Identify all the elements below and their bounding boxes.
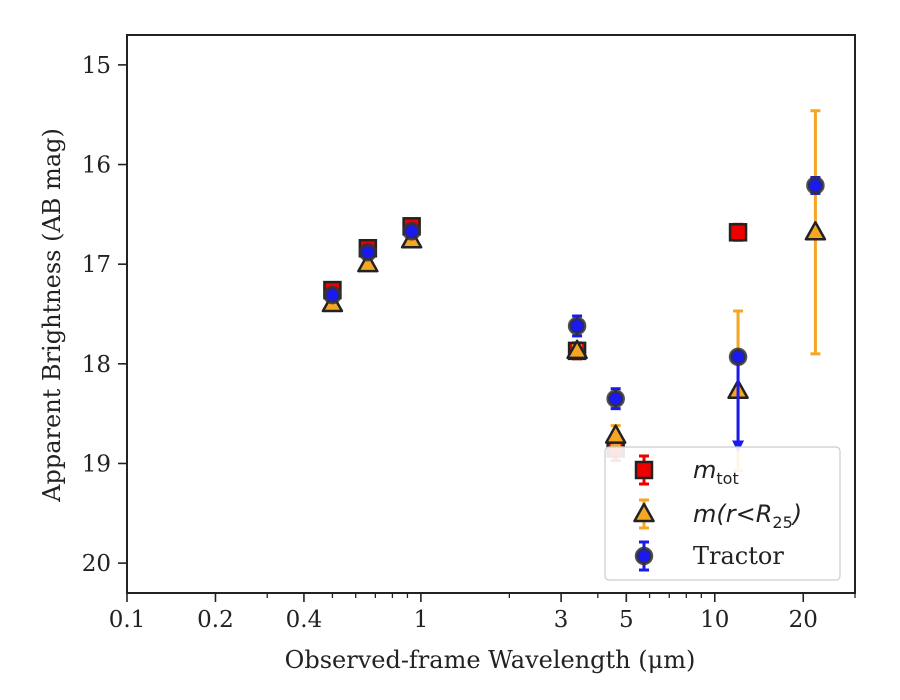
plot-frame: [126, 34, 856, 594]
y-tick-label: 19: [82, 451, 111, 477]
x-tick-label: 0.2: [197, 607, 234, 633]
data-point: [357, 252, 379, 273]
series-circle: [323, 175, 825, 453]
x-tick-label: 10: [700, 607, 729, 633]
data-point: [604, 424, 627, 444]
legend-box: [604, 446, 841, 581]
legend-label-main: m: [693, 456, 716, 484]
data-point: [358, 242, 378, 262]
legend-label: m(r<R25): [693, 500, 802, 532]
data-point: [806, 176, 825, 195]
legend-marker: [634, 460, 654, 480]
x-tick-label: 1: [414, 607, 429, 633]
axes-layer: 0.1 0.2 0.4 1 3 5 10 20 15 16 17 18 19 20: [82, 34, 856, 633]
y-tick-label: 17: [82, 252, 111, 278]
data-point: [728, 347, 748, 367]
x-tick-label: 5: [619, 607, 634, 633]
data-point: [323, 285, 342, 305]
legend-label: mtot: [693, 456, 739, 488]
legend-label-main: m(r<R: [693, 500, 772, 528]
data-point: [567, 316, 587, 336]
y-tick-label: 18: [82, 352, 111, 378]
data-point: [606, 389, 625, 408]
legend-label: Tractor: [693, 542, 784, 570]
x-tick-label: 0.1: [109, 607, 146, 633]
x-tick-label: 0.4: [286, 607, 323, 633]
y-tick-label: 15: [82, 53, 111, 79]
legend-marker: [633, 502, 655, 523]
x-tick-label: 20: [789, 607, 818, 633]
x-tick-label: 3: [554, 607, 569, 633]
legend-label-rest: ): [791, 500, 802, 528]
x-axis-label: Observed-frame Wavelength (μm): [285, 646, 696, 674]
data-point: [402, 222, 421, 241]
y-tick-label: 20: [82, 551, 111, 577]
data-point: [566, 339, 588, 360]
data-point: [804, 221, 827, 241]
data-layer: [321, 109, 827, 472]
y-axis-label: Apparent Brightness (AB mag): [38, 128, 66, 503]
legend-label-sub: tot: [716, 469, 738, 488]
legend-marker: [634, 546, 654, 566]
data-point: [728, 223, 748, 242]
y-tick-label: 16: [82, 153, 111, 179]
legend-label-sub: 25: [772, 513, 792, 532]
